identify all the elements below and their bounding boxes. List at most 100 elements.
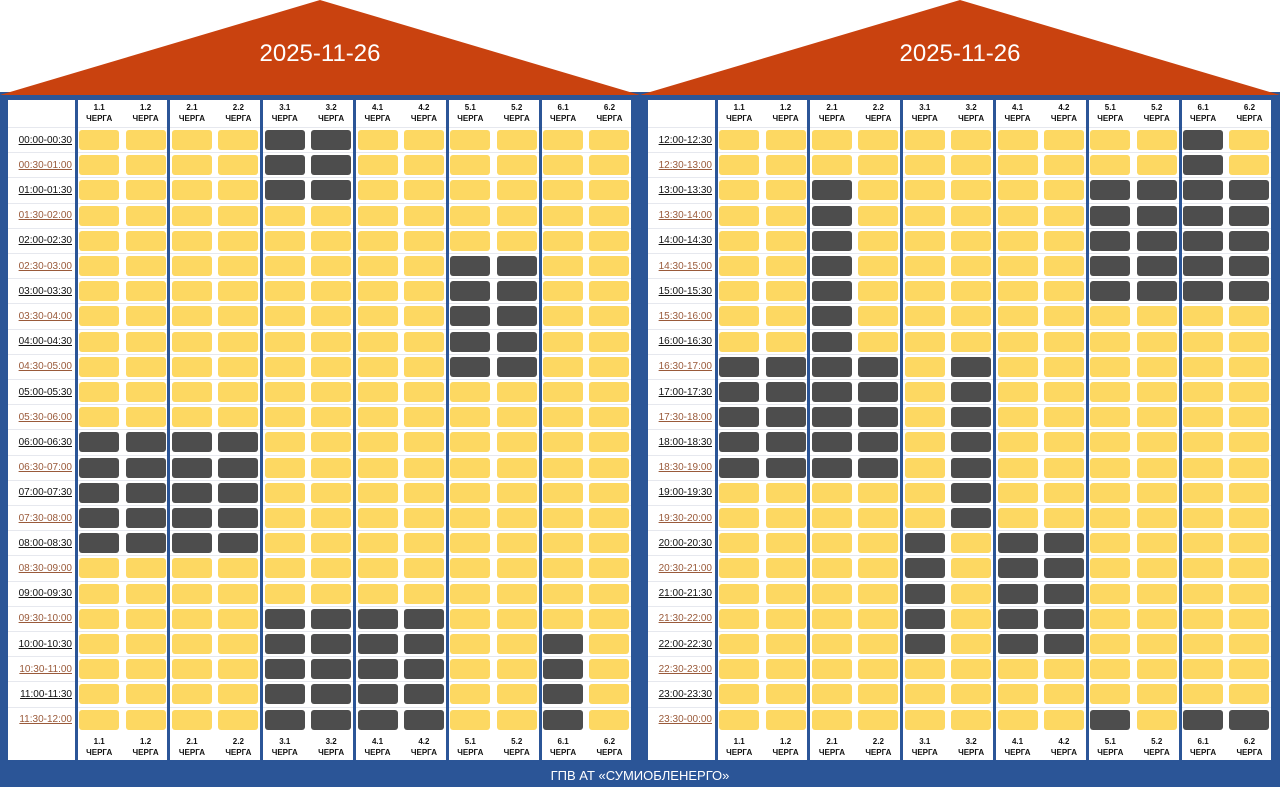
time-slot-label: 10:30-11:00 — [19, 663, 72, 675]
power-on-cell — [809, 533, 855, 554]
power-on-cell — [586, 533, 632, 554]
queue-header: 2.1 ЧЕРГА — [809, 734, 855, 761]
schedule-row: 14:30-15:00 — [648, 253, 1273, 278]
power-on-cell — [308, 256, 354, 277]
outage-cell — [1134, 230, 1180, 251]
queue-suffix: ЧЕРГА — [86, 114, 113, 123]
power-on-cell — [494, 709, 540, 730]
outage-cell — [1180, 155, 1226, 176]
power-on-cell — [716, 709, 762, 730]
power-on-cell — [401, 230, 447, 251]
outage-cell — [1087, 709, 1133, 730]
power-on-cell — [948, 558, 994, 579]
power-on-cell — [1180, 432, 1226, 453]
power-on-cell — [122, 230, 168, 251]
queue-suffix: ЧЕРГА — [132, 114, 159, 123]
schedule-date: 2025-11-26 — [259, 40, 381, 67]
power-on-cell — [215, 659, 261, 680]
schedule-row: 17:00-17:30 — [648, 379, 1273, 404]
queue-suffix: ЧЕРГА — [1004, 747, 1031, 757]
schedule-row: 01:30-02:00 — [8, 202, 633, 228]
power-on-cell — [762, 482, 808, 503]
power-on-cell — [169, 155, 215, 176]
power-on-cell — [762, 331, 808, 352]
time-slot-label: 05:30-06:00 — [18, 411, 72, 423]
outage-cell — [809, 306, 855, 327]
power-on-cell — [716, 205, 762, 226]
outage-cell — [262, 180, 308, 201]
queue-header: 6.1 ЧЕРГА — [1180, 734, 1226, 761]
outage-cell — [948, 407, 994, 428]
power-on-cell — [809, 684, 855, 705]
queue-header: 2.2 ЧЕРГА — [855, 734, 901, 761]
schedule-row: 11:30-12:00 — [8, 706, 633, 732]
power-on-cell — [354, 508, 400, 529]
time-slot-label: 04:00-04:30 — [18, 336, 72, 348]
outage-cell — [354, 608, 400, 629]
queue-header: 1.1 ЧЕРГА — [716, 734, 762, 761]
power-on-cell — [809, 634, 855, 655]
schedule-row: 05:30-06:00 — [8, 404, 633, 429]
outage-cell — [494, 306, 540, 327]
queue-number: 2.2 — [232, 736, 244, 746]
power-on-cell — [716, 331, 762, 352]
time-slot-label: 14:30-15:00 — [658, 260, 712, 272]
roof-shape — [0, 0, 640, 95]
power-on-cell — [586, 583, 632, 604]
queue-suffix: ЧЕРГА — [772, 747, 799, 757]
time-slot-label: 13:30-14:00 — [658, 210, 712, 222]
schedule-row: 07:00-07:30 — [8, 479, 633, 505]
power-on-cell — [1134, 533, 1180, 554]
power-on-cell — [1087, 659, 1133, 680]
queue-suffix: ЧЕРГА — [818, 747, 846, 757]
power-on-cell — [586, 356, 632, 377]
power-on-cell — [762, 155, 808, 176]
power-on-cell — [494, 558, 540, 579]
outage-cell — [540, 634, 586, 655]
power-on-cell — [169, 709, 215, 730]
power-on-cell — [447, 457, 493, 478]
group-divider — [167, 100, 171, 760]
outage-cell — [215, 432, 261, 453]
outage-cell — [308, 709, 354, 730]
power-on-cell — [762, 306, 808, 327]
queue-number: 2.2 — [872, 103, 884, 112]
power-on-cell — [540, 432, 586, 453]
power-on-cell — [76, 331, 122, 352]
power-on-cell — [308, 306, 354, 327]
power-on-cell — [1087, 306, 1133, 327]
power-on-cell — [762, 583, 808, 604]
power-on-cell — [1226, 634, 1272, 655]
power-on-cell — [122, 684, 168, 705]
outage-cell — [948, 356, 994, 377]
power-on-cell — [122, 155, 168, 176]
power-on-cell — [76, 130, 122, 151]
footer-caption: ГПВ АТ «СУМИОБЛЕНЕРГО» — [550, 768, 730, 783]
queue-header: 3.1 ЧЕРГА — [262, 734, 308, 761]
power-on-cell — [401, 130, 447, 151]
outage-cell — [1226, 256, 1272, 277]
power-on-cell — [762, 634, 808, 655]
queue-suffix: ЧЕРГА — [457, 114, 484, 123]
power-on-cell — [586, 432, 632, 453]
queue-number: 3.2 — [325, 103, 337, 112]
power-on-cell — [169, 634, 215, 655]
power-on-cell — [1041, 382, 1087, 403]
power-on-cell — [716, 130, 762, 151]
power-on-cell — [1226, 684, 1272, 705]
power-on-cell — [1226, 457, 1272, 478]
outage-cell — [855, 382, 901, 403]
power-on-cell — [762, 281, 808, 302]
queue-number: 1.1 — [733, 736, 745, 746]
outage-cell — [401, 709, 447, 730]
queue-header: 3.2 ЧЕРГА — [948, 734, 994, 761]
power-on-cell — [122, 709, 168, 730]
power-on-cell — [586, 205, 632, 226]
power-on-cell — [540, 230, 586, 251]
power-on-cell — [447, 482, 493, 503]
power-on-cell — [1226, 432, 1272, 453]
queue-header: 6.1 ЧЕРГА — [1180, 100, 1226, 127]
power-on-cell — [1180, 407, 1226, 428]
outage-cell — [994, 608, 1040, 629]
power-on-cell — [76, 407, 122, 428]
